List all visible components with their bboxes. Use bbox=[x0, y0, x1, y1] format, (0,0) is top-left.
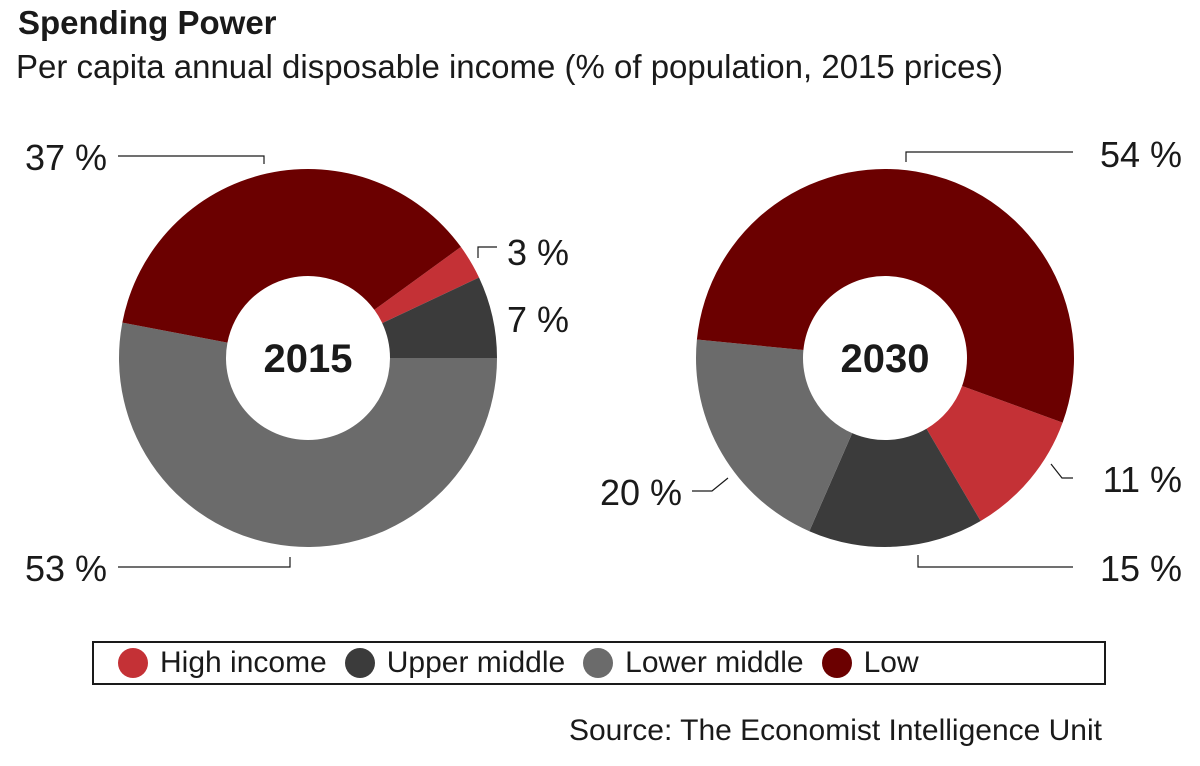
chart-title: Spending Power bbox=[18, 4, 277, 41]
slice-high-income bbox=[926, 386, 1063, 522]
data-label-upper-middle: 15 % bbox=[1100, 548, 1182, 589]
slice-lower-middle bbox=[696, 339, 853, 532]
leader-line-low bbox=[118, 155, 265, 164]
slice-high-income bbox=[374, 246, 480, 324]
leader-line-high-income bbox=[1050, 463, 1073, 479]
leader-line-low bbox=[905, 151, 1073, 162]
slice-upper-middle bbox=[382, 277, 497, 358]
data-label-high-income: 3 % bbox=[507, 232, 569, 273]
legend-label: Lower middle bbox=[625, 646, 804, 679]
chart-subtitle: Per capita annual disposable income (% o… bbox=[16, 48, 1003, 85]
source-note: Source: The Economist Intelligence Unit bbox=[568, 714, 1102, 747]
leader-line-high-income bbox=[477, 246, 497, 258]
legend-swatch-high-income bbox=[118, 648, 148, 678]
donut-2015: 2015 3 % 7 % 53 % 37 % bbox=[25, 137, 569, 589]
data-label-low: 54 % bbox=[1100, 134, 1182, 175]
legend-label: Upper middle bbox=[386, 646, 566, 679]
legend-item-upper-middle: Upper middle bbox=[344, 646, 566, 680]
leader-line-lower-middle bbox=[692, 477, 729, 492]
donut-2030: 2030 11 % 15 % 20 % 54 % bbox=[600, 134, 1182, 589]
data-label-lower-middle: 20 % bbox=[600, 472, 682, 513]
donut-center-label: 2015 bbox=[264, 337, 353, 381]
leader-line-upper-middle bbox=[917, 555, 1073, 568]
legend-item-lower-middle: Lower middle bbox=[583, 646, 804, 680]
slice-lower-middle bbox=[118, 322, 497, 547]
donut-charts: 2015 3 % 7 % 53 % 37 % 2030 11 % 15 % 20 % 54 % bbox=[25, 134, 1182, 589]
data-label-upper-middle: 7 % bbox=[507, 299, 569, 340]
leader-line-lower-middle bbox=[118, 557, 291, 568]
legend-item-high-income: High income bbox=[118, 646, 327, 680]
legend: High income Upper middle Lower middle Lo… bbox=[92, 641, 1106, 685]
data-label-high-income: 11 % bbox=[1103, 459, 1182, 500]
legend-label: Low bbox=[863, 646, 919, 679]
legend-label: High income bbox=[160, 646, 327, 679]
legend-swatch-upper-middle bbox=[344, 648, 375, 678]
slice-upper-middle bbox=[809, 428, 981, 547]
slice-low bbox=[696, 169, 1074, 423]
legend-item-low: Low bbox=[821, 646, 919, 680]
legend-swatch-lower-middle bbox=[583, 648, 614, 678]
slice-low bbox=[122, 169, 461, 343]
legend-swatch-low bbox=[821, 648, 852, 678]
donut-center-label: 2030 bbox=[841, 337, 930, 381]
data-label-low: 37 % bbox=[25, 137, 107, 178]
data-label-lower-middle: 53 % bbox=[25, 548, 107, 589]
